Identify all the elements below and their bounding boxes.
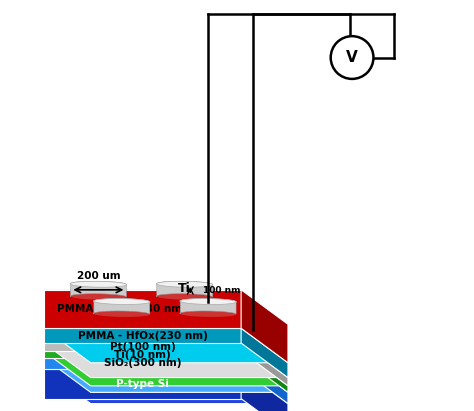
Polygon shape (44, 343, 241, 351)
Polygon shape (44, 358, 288, 393)
Polygon shape (241, 290, 288, 363)
Text: Pt(100 nm): Pt(100 nm) (109, 342, 175, 352)
Polygon shape (93, 311, 150, 317)
Text: P-type Si: P-type Si (116, 379, 169, 389)
Polygon shape (44, 369, 288, 404)
Polygon shape (44, 351, 241, 358)
Polygon shape (156, 281, 213, 297)
Polygon shape (44, 328, 288, 363)
Text: PMMA - HfOx(230 nm): PMMA - HfOx(230 nm) (57, 304, 187, 314)
Polygon shape (44, 343, 288, 378)
Polygon shape (93, 298, 150, 305)
Polygon shape (44, 351, 288, 386)
Text: V: V (346, 50, 358, 65)
Text: PMMA - HfOx(230 nm): PMMA - HfOx(230 nm) (78, 330, 208, 341)
Polygon shape (70, 281, 127, 287)
Polygon shape (44, 290, 241, 328)
Polygon shape (241, 351, 288, 393)
Polygon shape (241, 369, 288, 411)
Polygon shape (241, 358, 288, 404)
Text: Ti: Ti (178, 282, 191, 295)
Polygon shape (70, 294, 127, 300)
Circle shape (331, 36, 374, 79)
Polygon shape (156, 294, 213, 300)
Text: SiO₂(300 nm): SiO₂(300 nm) (104, 358, 181, 368)
Text: 200 um: 200 um (77, 271, 120, 281)
Polygon shape (44, 290, 288, 324)
Polygon shape (180, 298, 237, 305)
Polygon shape (180, 311, 237, 317)
Polygon shape (44, 358, 241, 369)
Polygon shape (70, 281, 127, 297)
Polygon shape (180, 298, 236, 314)
Text: Ti(10 nm): Ti(10 nm) (114, 350, 171, 360)
Polygon shape (241, 343, 288, 386)
Polygon shape (44, 369, 241, 399)
Polygon shape (241, 328, 288, 378)
Polygon shape (44, 328, 241, 343)
Polygon shape (156, 281, 213, 287)
Polygon shape (94, 298, 150, 314)
Text: 100 nm: 100 nm (203, 286, 240, 295)
